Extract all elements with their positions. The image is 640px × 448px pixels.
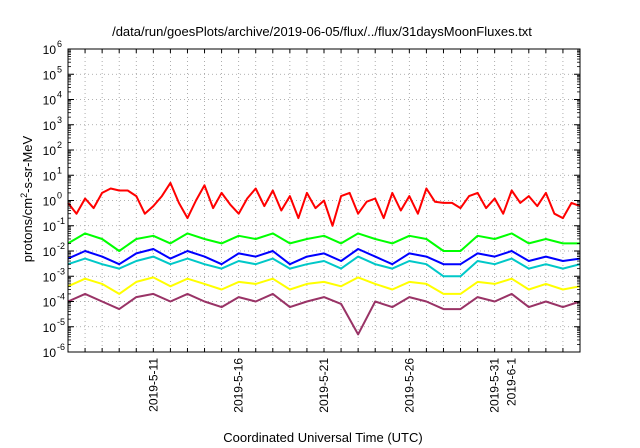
- y-tick-exponent: -4: [57, 292, 65, 302]
- series-line-5: [67, 276, 581, 295]
- y-tick-label: 102: [43, 140, 62, 158]
- x-tick-label: 2019-5-26: [402, 358, 416, 413]
- y-tick-label: 10-2: [43, 241, 65, 259]
- series-line-4: [67, 248, 581, 266]
- series-line-2: [67, 232, 580, 252]
- y-tick-label: 103: [43, 115, 62, 133]
- x-axis: 2019-5-11 2019-5-16 2019-5-21 2019-5-26 2019…: [67, 49, 581, 413]
- y-tick-label: 106: [43, 39, 62, 57]
- y-tick-exponent: -3: [57, 266, 65, 276]
- x-tick-label: 2019-6-1: [505, 358, 519, 406]
- y-tick-label: 101: [43, 165, 62, 183]
- chart-title: /data/run/goesPlots/archive/2019-06-05/f…: [112, 24, 532, 39]
- series-line-6: [67, 292, 581, 336]
- series-group: [67, 181, 581, 336]
- y-tick-label: 104: [43, 90, 62, 108]
- y-tick-exponent: 1: [57, 165, 62, 175]
- x-tick-label: 2019-5-16: [232, 358, 246, 413]
- y-tick-label: 105: [43, 64, 62, 82]
- y-axis-label-after: -s-sr-MeV: [20, 135, 35, 192]
- y-tick-label: 10-4: [43, 292, 65, 310]
- y-tick-exponent: -2: [57, 241, 65, 251]
- y-tick-exponent: -6: [57, 342, 65, 352]
- x-tick-label: 2019-5-21: [317, 358, 331, 413]
- y-tick-exponent: 2: [57, 140, 62, 150]
- y-tick-exponent: 0: [57, 191, 62, 201]
- y-tick-exponent: 5: [57, 64, 62, 74]
- y-tick-exponent: -5: [57, 317, 65, 327]
- y-tick-exponent: 6: [57, 39, 62, 49]
- y-tick-exponent: 4: [57, 90, 62, 100]
- series-line-3: [67, 255, 581, 278]
- series-line-1: [67, 181, 581, 227]
- x-tick-label: 2019-5-11: [146, 358, 160, 412]
- x-tick-label: 2019-5-31: [488, 358, 502, 413]
- y-tick-label: 10-5: [43, 317, 65, 335]
- y-axis-label-before: protons/cm: [20, 198, 35, 262]
- y-axis-label-sup: 2: [19, 193, 29, 198]
- y-tick-label: 10-6: [43, 342, 65, 360]
- y-tick-label: 10-3: [43, 266, 65, 284]
- y-tick-exponent: -1: [57, 216, 65, 226]
- y-tick-label: 10-1: [43, 216, 65, 234]
- x-axis-label: Coordinated Universal Time (UTC): [223, 430, 422, 445]
- y-axis: 10-610-510-410-310-210-11001011021031041…: [43, 39, 580, 360]
- y-axis-label: protons/cm2-s-sr-MeV: [19, 135, 35, 262]
- y-tick-label: 100: [43, 191, 62, 209]
- y-tick-exponent: 3: [57, 115, 62, 125]
